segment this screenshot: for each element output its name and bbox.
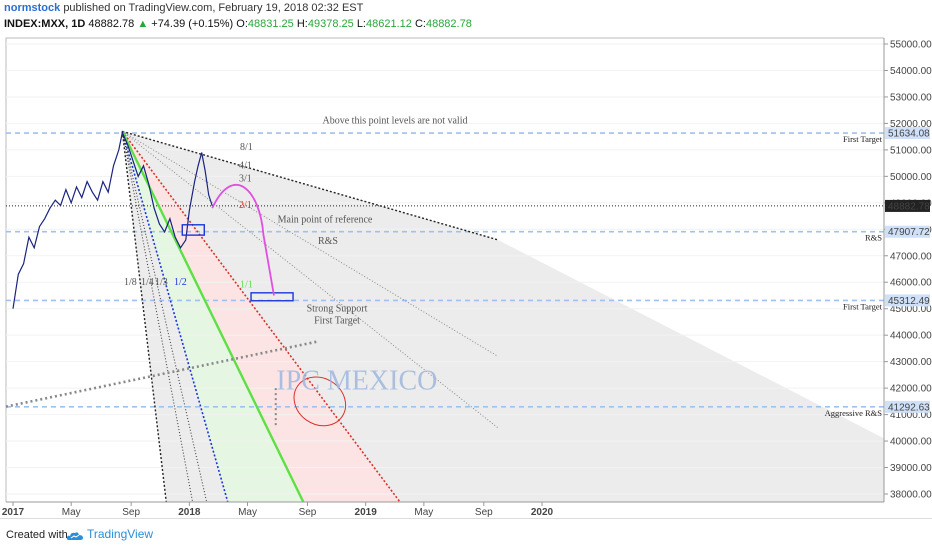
x-tick-label: 2019 <box>355 507 378 518</box>
y-tick-label: 42000.00 <box>890 384 932 395</box>
x-tick-label: 2017 <box>2 507 25 518</box>
fan-label-4-1: 4/1 <box>239 160 252 171</box>
y-tick-label: 38000.00 <box>890 490 932 501</box>
x-tick-label: 2020 <box>531 507 554 518</box>
x-axis-bg <box>0 502 884 518</box>
annotation-support-target: First Target <box>314 315 360 326</box>
tradingview-brand[interactable]: TradingView <box>66 527 153 541</box>
y-tick-label: 54000.00 <box>890 66 932 77</box>
created-with-text: Created with <box>6 529 68 541</box>
y-tick-label: 41000.00 <box>890 410 932 421</box>
x-tick-label: May <box>238 507 257 518</box>
last-price: 48882.78 <box>88 18 135 30</box>
chart-svg[interactable]: IPC MEXICO 8/1 4/1 3/1 2/1 1/1 1/2 1/31/4 1/8 Abo… <box>0 34 932 518</box>
y-tick-label: 45000.00 <box>890 304 932 315</box>
change-value: +74.39 (+0.15%) <box>151 18 234 30</box>
y-tick-label: 52000.00 <box>890 119 932 130</box>
target-box <box>250 292 294 302</box>
highlight-ellipse <box>293 376 347 427</box>
publish-text: published on TradingView.com, February 1… <box>63 2 364 14</box>
x-tick-label: May <box>414 507 433 518</box>
tradingview-cloud-icon <box>66 530 84 540</box>
fan-line-4-1 <box>122 130 499 357</box>
level-note-0: First Target <box>843 134 883 144</box>
price-tag-bg-1 <box>885 199 930 212</box>
x-tick-label: Sep <box>299 507 317 518</box>
open-label: O: <box>236 18 248 30</box>
fan-label-1-3: 1/3 <box>155 277 168 288</box>
low-value: 48621.12 <box>366 18 412 30</box>
y-tick-label: 47000.00 <box>890 251 932 262</box>
level-note-3: First Target <box>843 301 883 311</box>
price-tag-bg-2 <box>885 225 930 238</box>
price-tag-3: 45312.49 <box>888 296 930 307</box>
fan-line-8-1 <box>122 130 499 241</box>
y-tick-label: 55000.00 <box>890 40 932 51</box>
y-tick-label: 43000.00 <box>890 357 932 368</box>
ohlc-bar: INDEX:MXX, 1D 48882.78 ▲ +74.39 (+0.15%)… <box>4 18 472 30</box>
fan-line-1-8 <box>121 131 168 504</box>
y-tick-label: 44000.00 <box>890 331 932 342</box>
price-tag-bg-3 <box>885 294 930 307</box>
close-label: C: <box>414 18 426 30</box>
high-value: 49378.25 <box>307 18 354 30</box>
fan-line-2-1 <box>121 130 402 504</box>
price-tag-bg-4 <box>885 400 930 413</box>
low-label: L: <box>356 18 366 30</box>
fan-label-1-2: 1/2 <box>174 277 187 288</box>
level-note-2: R&S <box>865 233 882 243</box>
publish-info: normstock published on TradingView.com, … <box>4 2 363 14</box>
annotation-above: Above this point levels are not valid <box>323 115 468 126</box>
change-arrow: ▲ <box>137 18 149 30</box>
tradingview-label: TradingView <box>87 527 154 541</box>
y-axis-bg <box>884 34 932 518</box>
fan-line-1-1 <box>121 130 306 504</box>
x-tick-label: 2018 <box>178 507 201 518</box>
fan-line-1-2 <box>121 131 229 504</box>
watermark-text: IPC MEXICO <box>276 365 437 396</box>
price-tag-1: 48882.78 <box>888 201 930 212</box>
price-tag-2: 47907.72 <box>888 227 930 238</box>
x-tick-label: Sep <box>122 507 140 518</box>
fan-label-8-1: 8/1 <box>240 142 253 153</box>
high-label: H: <box>296 18 308 30</box>
fan-label-2-1: 2/1 <box>239 200 252 211</box>
price-series <box>12 130 213 309</box>
x-tick-label: May <box>62 507 81 518</box>
projection-arc <box>211 184 275 296</box>
fan-line-1-4 <box>121 131 194 504</box>
x-tick-label: Sep <box>475 507 493 518</box>
fan-line-1-3 <box>121 131 208 504</box>
annotation-reference: Main point of reference <box>278 215 373 226</box>
author-link[interactable]: normstock <box>4 2 61 14</box>
fan-label-1-8: 1/8 <box>124 277 137 288</box>
open-value: 48831.25 <box>247 18 294 30</box>
fan-label-3-1: 3/1 <box>239 174 252 185</box>
reference-box <box>181 224 205 236</box>
footer: Created with TradingView <box>0 518 932 551</box>
region-gray-upper <box>122 131 885 504</box>
annotation-support: Strong Support <box>307 303 368 314</box>
annotation-rs: R&S <box>318 236 338 247</box>
price-tag-bg-0 <box>885 127 930 140</box>
fan-label-1-4: 1/4 <box>141 277 154 288</box>
y-tick-label: 50000.00 <box>890 172 932 183</box>
price-tag-4: 41292.63 <box>888 402 930 413</box>
symbol-label[interactable]: INDEX:MXX, 1D <box>4 18 86 30</box>
y-tick-label: 40000.00 <box>890 437 932 448</box>
close-value: 48882.78 <box>425 18 472 30</box>
price-tag-0: 51634.08 <box>888 129 930 140</box>
level-note-4: Aggressive R&S <box>825 408 883 418</box>
y-tick-label: 53000.00 <box>890 92 932 103</box>
y-tick-label: 39000.00 <box>890 463 932 474</box>
y-tick-label: 51000.00 <box>890 145 932 156</box>
fan-label-1-1: 1/1 <box>240 280 253 291</box>
y-tick-label: 46000.00 <box>890 278 932 289</box>
chart-area[interactable]: IPC MEXICO 8/1 4/1 3/1 2/1 1/1 1/2 1/3 1/4 1/8 Abo… <box>0 34 932 518</box>
